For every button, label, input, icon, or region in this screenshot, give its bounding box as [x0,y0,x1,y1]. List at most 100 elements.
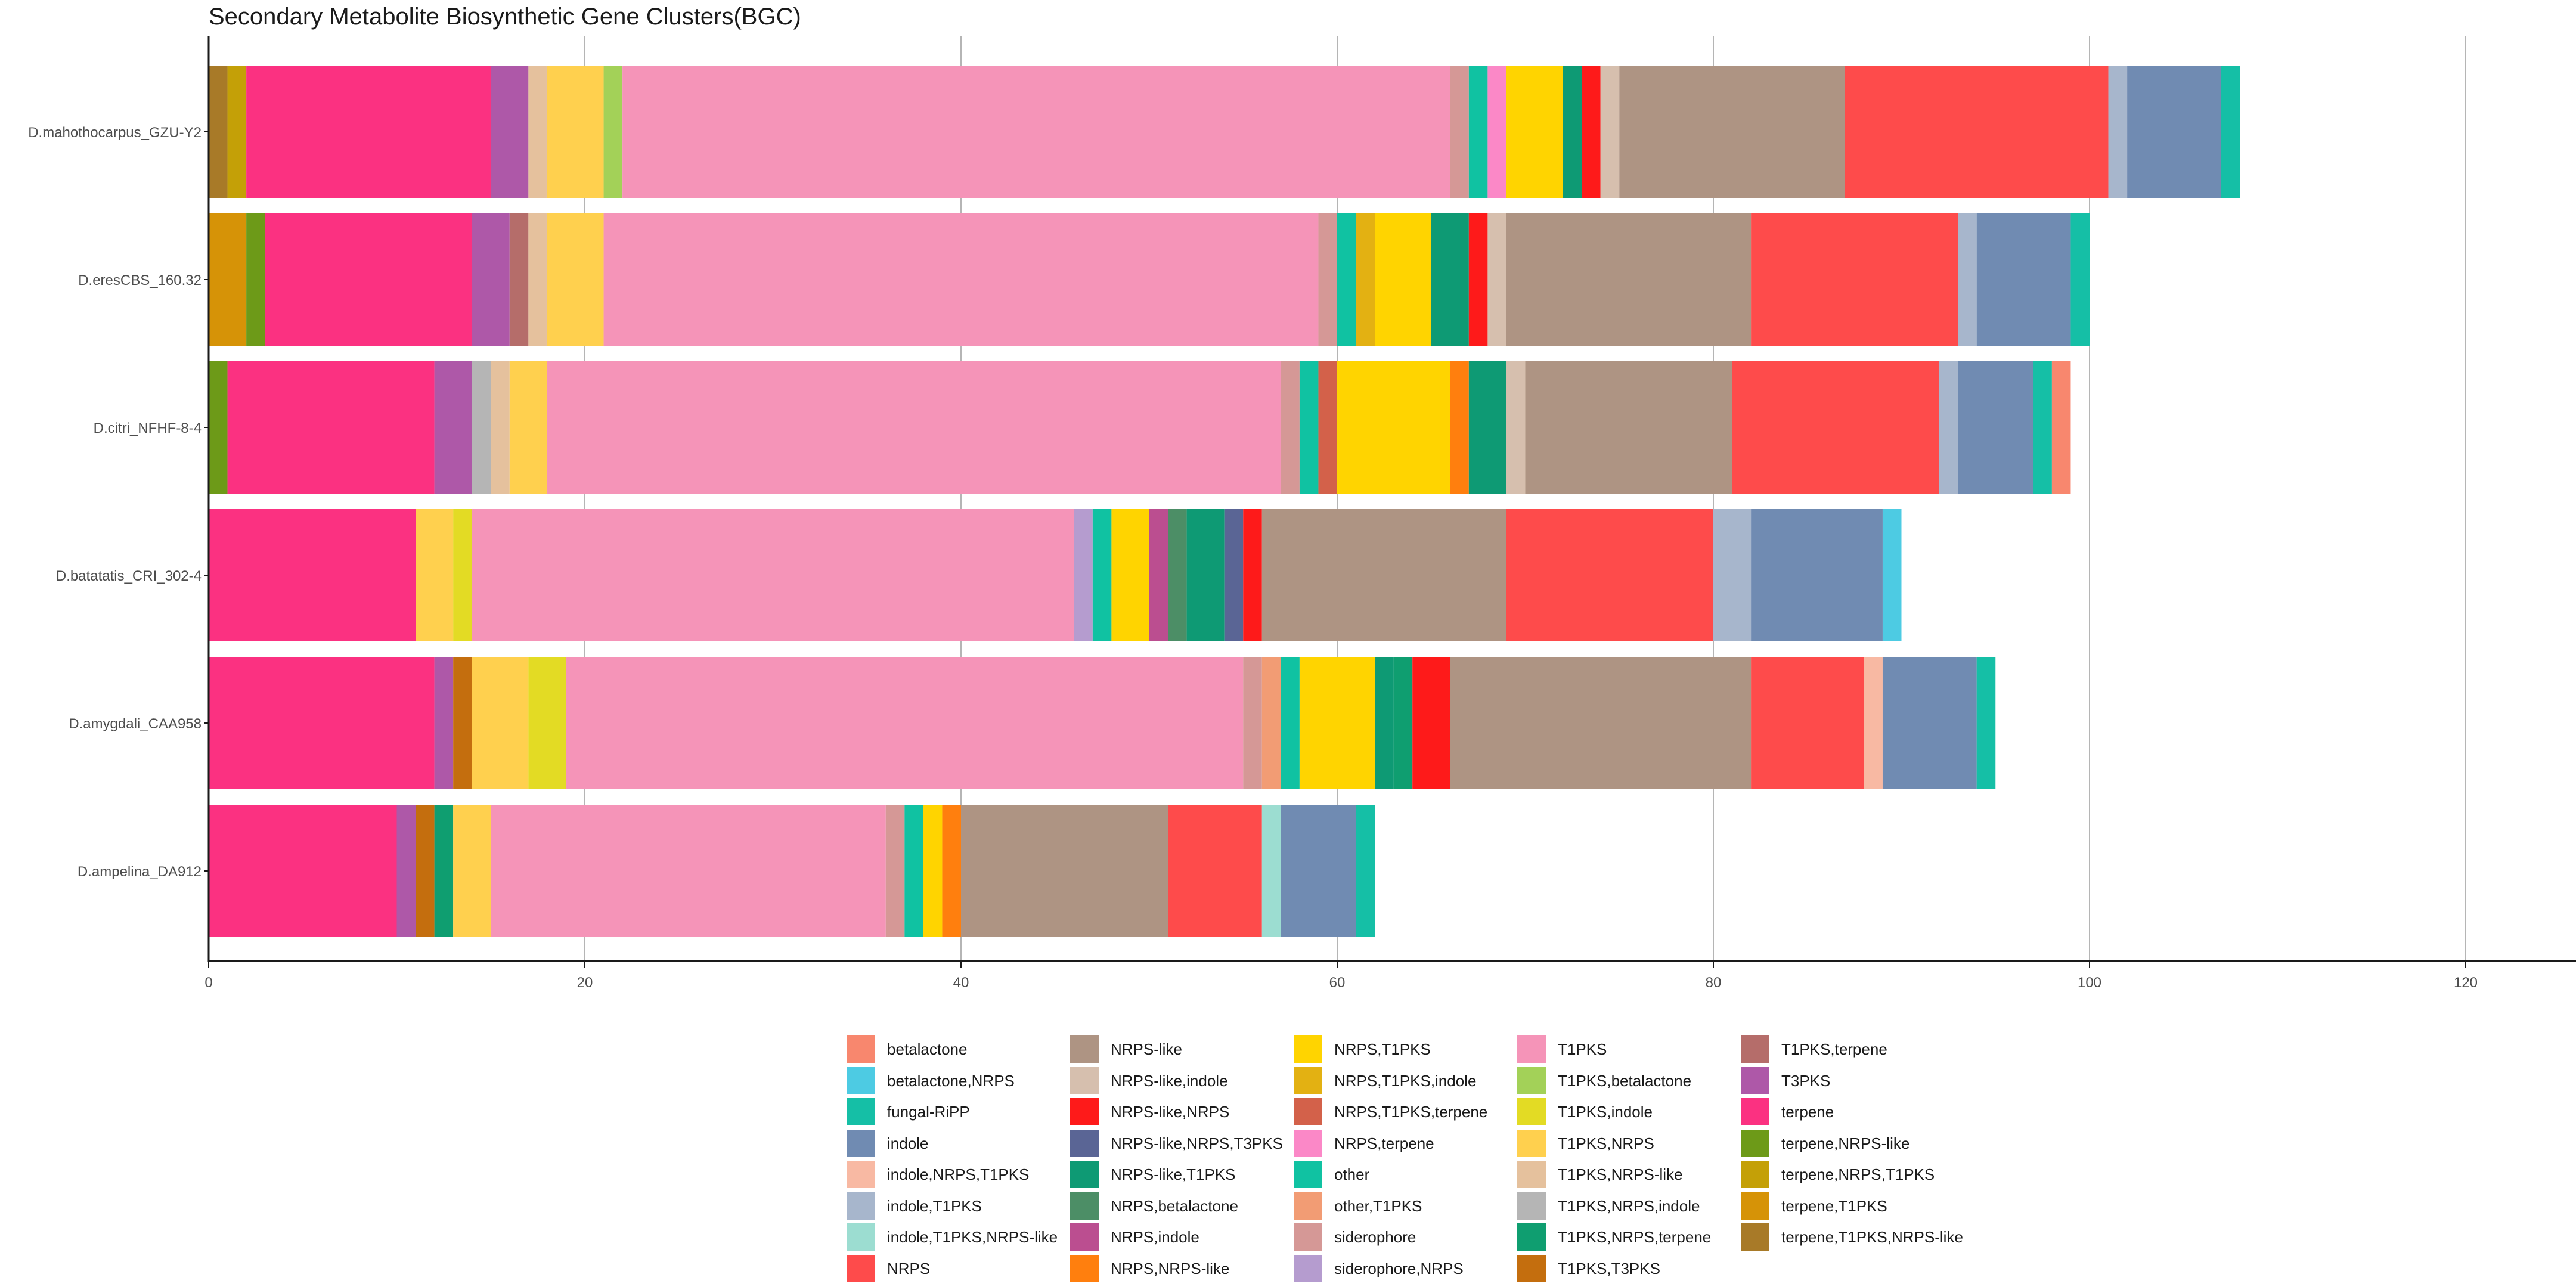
bar-segment[interactable] [434,805,454,937]
bar-segment[interactable] [1337,213,1356,346]
bar-segment[interactable] [209,213,247,346]
bar-segment[interactable] [603,66,623,198]
bar-segment[interactable] [528,657,566,789]
bar-segment[interactable] [1281,657,1300,789]
bar-segment[interactable] [209,805,397,937]
bar-segment[interactable] [1375,213,1431,346]
bar-segment[interactable] [434,657,454,789]
bar-segment[interactable] [1412,657,1450,789]
bar-segment[interactable] [528,213,547,346]
bar-segment[interactable] [1468,213,1488,346]
bar-segment[interactable] [453,657,472,789]
bar-segment[interactable] [509,361,547,494]
bar-segment[interactable] [1976,213,2071,346]
bar-segment[interactable] [2033,361,2052,494]
bar-segment[interactable] [1281,361,1300,494]
bar-segment[interactable] [2051,361,2071,494]
bar-segment[interactable] [472,657,529,789]
bar-segment[interactable] [528,66,547,198]
bar-segment[interactable] [1939,361,1958,494]
bar-segment[interactable] [1168,509,1187,641]
bar-segment[interactable] [1751,213,1958,346]
bar-segment[interactable] [209,361,228,494]
bar-segment[interactable] [2070,213,2090,346]
bar-segment[interactable] [622,66,1450,198]
bar-segment[interactable] [472,509,1074,641]
bar-segment[interactable] [1356,805,1375,937]
bar-segment[interactable] [453,509,472,641]
bar-segment[interactable] [1450,66,1469,198]
bar-segment[interactable] [1337,361,1450,494]
bar-segment[interactable] [1487,66,1506,198]
bar-segment[interactable] [1375,657,1394,789]
bar-segment[interactable] [416,509,454,641]
bar-segment[interactable] [396,805,416,937]
bar-segment[interactable] [472,361,491,494]
bar-segment[interactable] [1186,509,1225,641]
bar-segment[interactable] [1619,66,1845,198]
bar-segment[interactable] [1751,509,1883,641]
bar-segment[interactable] [566,657,1244,789]
bar-segment[interactable] [1261,509,1506,641]
bar-segment[interactable] [1487,213,1506,346]
bar-segment[interactable] [1318,213,1337,346]
bar-segment[interactable] [1468,66,1488,198]
bar-segment[interactable] [1506,509,1713,641]
bar-segment[interactable] [1864,657,1883,789]
bar-segment[interactable] [603,213,1319,346]
bar-segment[interactable] [1299,361,1319,494]
bar-segment[interactable] [2108,66,2128,198]
bar-segment[interactable] [1882,509,1902,641]
bar-segment[interactable] [1111,509,1149,641]
bar-segment[interactable] [1506,361,1526,494]
bar-segment[interactable] [491,361,510,494]
bar-segment[interactable] [885,805,905,937]
bar-segment[interactable] [1074,509,1093,641]
bar-segment[interactable] [1393,657,1413,789]
bar-segment[interactable] [923,805,943,937]
bar-segment[interactable] [1431,213,1469,346]
bar-segment[interactable] [2127,66,2221,198]
bar-segment[interactable] [416,805,435,937]
bar-segment[interactable] [1299,657,1375,789]
bar-segment[interactable] [246,66,491,198]
bar-segment[interactable] [547,213,604,346]
bar-segment[interactable] [1525,361,1732,494]
bar-segment[interactable] [434,361,472,494]
bar-segment[interactable] [453,805,491,937]
bar-segment[interactable] [1243,509,1262,641]
bar-segment[interactable] [942,805,961,937]
bar-segment[interactable] [1468,361,1506,494]
bar-segment[interactable] [209,657,435,789]
bar-segment[interactable] [265,213,472,346]
bar-segment[interactable] [1450,657,1752,789]
bar-segment[interactable] [1506,213,1752,346]
bar-segment[interactable] [1224,509,1244,641]
bar-segment[interactable] [904,805,923,937]
bar-segment[interactable] [227,361,435,494]
bar-segment[interactable] [1450,361,1469,494]
bar-segment[interactable] [227,66,247,198]
bar-segment[interactable] [472,213,510,346]
bar-segment[interactable] [1958,213,1977,346]
bar-segment[interactable] [1845,66,2109,198]
bar-segment[interactable] [547,66,604,198]
bar-segment[interactable] [1281,805,1356,937]
bar-segment[interactable] [961,805,1168,937]
bar-segment[interactable] [1976,657,1996,789]
bar-segment[interactable] [1168,805,1262,937]
bar-segment[interactable] [209,509,416,641]
bar-segment[interactable] [1958,361,2033,494]
bar-segment[interactable] [1149,509,1168,641]
bar-segment[interactable] [1713,509,1752,641]
bar-segment[interactable] [491,805,886,937]
bar-segment[interactable] [246,213,265,346]
bar-segment[interactable] [1261,657,1281,789]
bar-segment[interactable] [1732,361,1939,494]
bar-segment[interactable] [1563,66,1582,198]
bar-segment[interactable] [547,361,1281,494]
bar-segment[interactable] [1600,66,1620,198]
bar-segment[interactable] [1243,657,1262,789]
bar-segment[interactable] [1582,66,1601,198]
bar-segment[interactable] [1356,213,1375,346]
